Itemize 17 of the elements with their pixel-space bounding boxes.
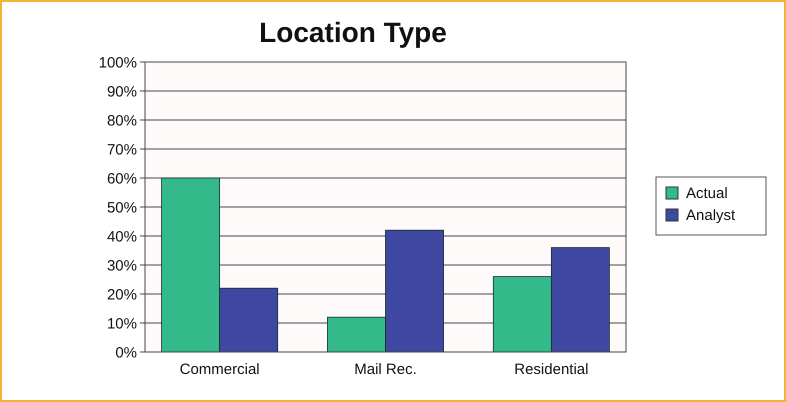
legend-label: Actual <box>686 185 728 202</box>
legend-label: Analyst <box>686 207 736 224</box>
y-tick-label: 90% <box>106 83 137 100</box>
y-tick-label: 30% <box>106 257 137 274</box>
y-tick-label: 80% <box>106 112 137 130</box>
y-tick-label: 60% <box>106 170 137 188</box>
x-tick-label: Mail Rec. <box>354 361 417 378</box>
y-tick-label: 100% <box>98 54 137 72</box>
y-tick-label: 0% <box>115 344 137 362</box>
chart-title: Location Type <box>259 17 447 48</box>
y-tick-label: 70% <box>106 141 137 158</box>
y-tick-label: 20% <box>106 286 137 304</box>
y-tick-label: 40% <box>106 228 137 246</box>
x-tick-label: Commercial <box>180 361 260 378</box>
x-tick-label: Residential <box>514 361 588 378</box>
y-tick-label: 50% <box>106 199 137 216</box>
y-tick-label: 10% <box>106 315 137 332</box>
